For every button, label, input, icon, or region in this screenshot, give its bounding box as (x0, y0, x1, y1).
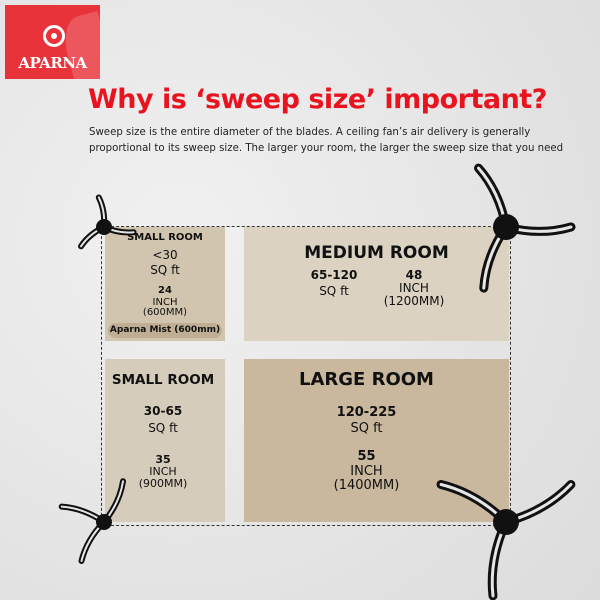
sweep-mm: (1200MM) (383, 294, 445, 308)
room-title: MEDIUM ROOM (304, 243, 449, 263)
sweep-size: 48 (405, 268, 423, 282)
room-card-medium: MEDIUM ROOM 65-120 SQ ft 48 INCH (1200MM… (244, 227, 509, 341)
room-title: SMALL ROOM (111, 372, 215, 388)
room-card-small-30-65: SMALL ROOM 30-65 SQ ft 35 INCH (900MM) (105, 359, 225, 522)
room-area: 65-120 (310, 268, 358, 282)
fan-hub (493, 214, 519, 240)
room-area-unit: SQ ft (350, 421, 383, 436)
aparna-logo: APARNA (5, 5, 100, 79)
sweep-size: 24 (158, 285, 172, 296)
page-title: Why is ‘sweep size’ important? (88, 84, 547, 115)
room-area: 120-225 (336, 405, 397, 420)
ceiling-fan-icon-small-bottom (58, 478, 127, 564)
fan-hub (493, 509, 519, 535)
sweep-size: 55 (357, 449, 376, 464)
ceiling-fan-icon-large-bottom (436, 480, 576, 600)
lamp-emblem-icon (43, 25, 65, 47)
room-area-unit: SQ ft (319, 284, 349, 298)
product-badge: Aparna Mist (600mm) (108, 323, 222, 338)
sweep-mm: (900MM) (138, 477, 188, 490)
logo-brand-text: APARNA (18, 54, 87, 72)
sweep-unit: INCH (149, 465, 177, 478)
sweep-mm: (1400MM) (333, 478, 400, 493)
room-card-small-under-30: SMALL ROOM <30 SQ ft 24 INCH (600MM) Apa… (105, 227, 225, 341)
sweep-unit: INCH (350, 464, 383, 479)
sweep-unit: INCH (399, 281, 429, 295)
room-title: LARGE ROOM (299, 369, 434, 390)
ceiling-fan-icon-small-top (78, 194, 137, 250)
sweep-mm: (600MM) (142, 307, 188, 318)
ceiling-fan-icon-medium-top (474, 163, 576, 293)
description: Sweep size is the entire diameter of the… (89, 127, 564, 154)
dashed-room-outline (101, 226, 511, 526)
fan-hub (96, 219, 112, 235)
sweep-size: 35 (155, 453, 171, 466)
room-area: <30 (152, 248, 178, 262)
fan-hub (96, 514, 112, 530)
room-area: 30-65 (143, 404, 183, 418)
room-title: SMALL ROOM (127, 232, 203, 243)
room-area-unit: SQ ft (148, 421, 178, 435)
room-area-unit: SQ ft (150, 263, 180, 277)
sweep-unit: INCH (152, 297, 178, 308)
